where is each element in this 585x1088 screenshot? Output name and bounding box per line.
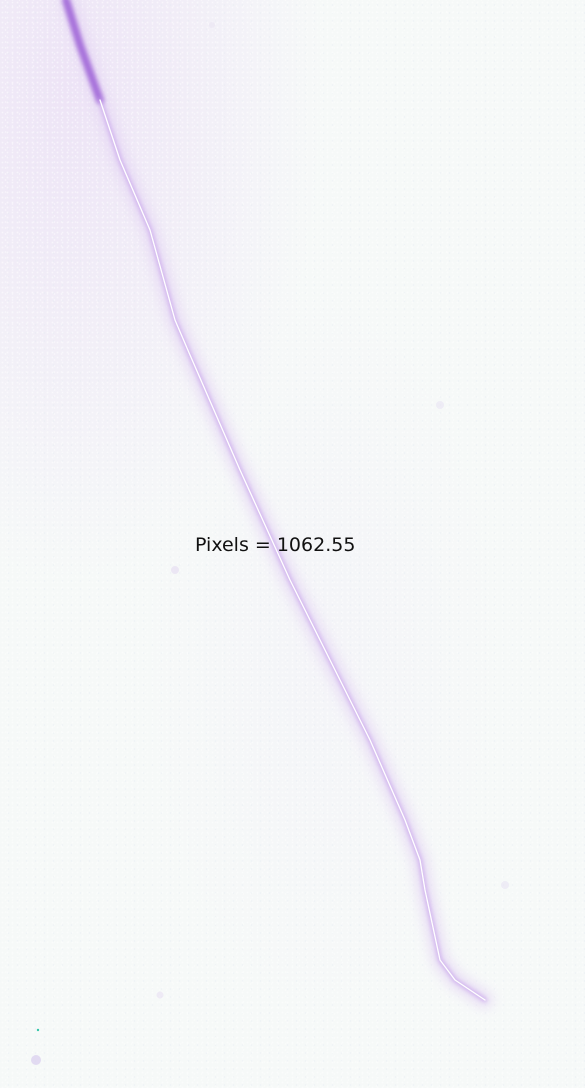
debris-speck (31, 1055, 41, 1065)
strand-glow (60, 0, 493, 1008)
debris-speck (156, 991, 164, 999)
debris-speck (171, 566, 179, 574)
debris-speck (209, 22, 215, 28)
strand-head (62, 0, 104, 104)
measurement-trace-line (99, 99, 486, 1001)
debris-speck (501, 881, 509, 889)
debris-speck (36, 1028, 40, 1032)
debris-speck (436, 401, 444, 409)
pixel-length-label: Pixels = 1062.55 (195, 534, 356, 556)
